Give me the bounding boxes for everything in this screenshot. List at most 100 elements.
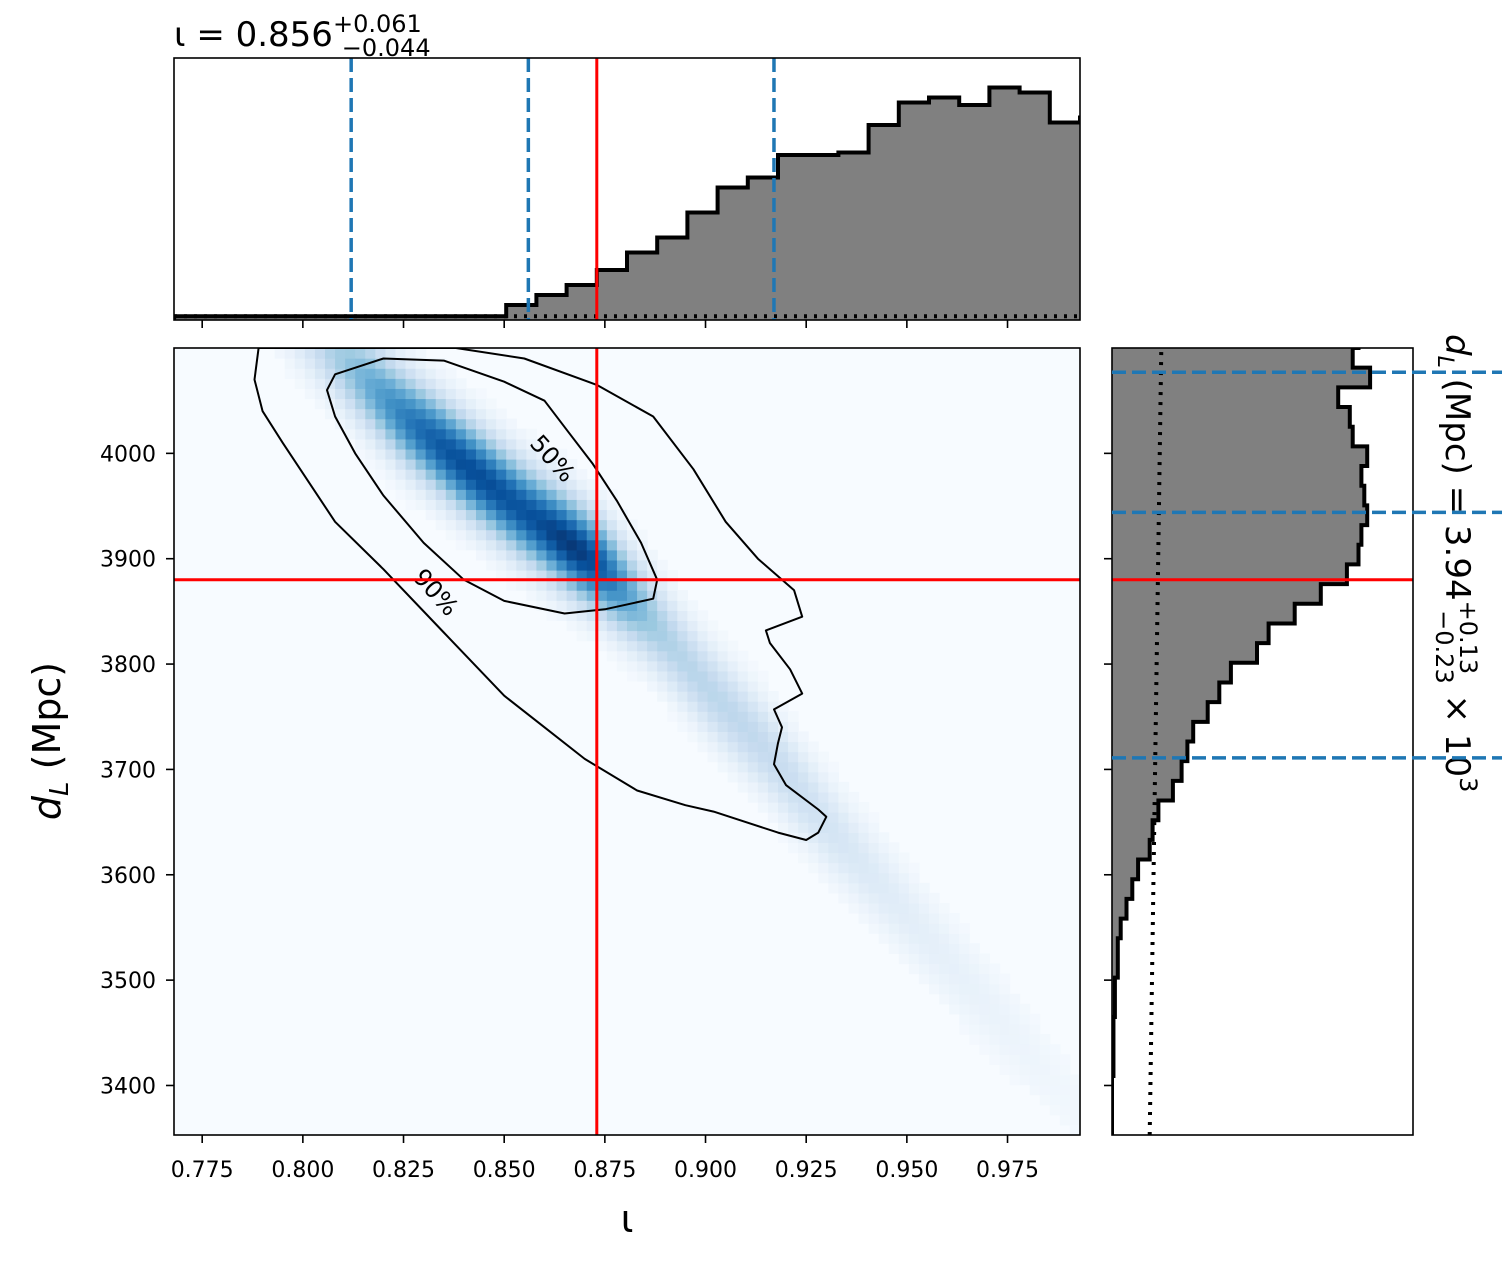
density-cell	[556, 489, 568, 500]
density-cell	[405, 458, 417, 470]
density-cell	[677, 620, 688, 632]
density-cell	[707, 680, 719, 692]
density-cell	[677, 721, 688, 733]
density-cell	[687, 680, 699, 692]
density-cell	[496, 559, 507, 571]
density-cell	[486, 549, 497, 561]
density-cell	[556, 600, 568, 611]
density-cell	[627, 529, 638, 541]
density-cell	[435, 519, 447, 531]
density-cell	[697, 741, 709, 753]
density-cell	[939, 963, 950, 975]
density-cell	[979, 963, 990, 975]
density-cell	[979, 1044, 990, 1055]
density-cell	[465, 428, 477, 440]
density-cell	[425, 469, 437, 480]
density-cell	[445, 489, 457, 500]
density-cell	[767, 711, 779, 722]
density-cell	[808, 751, 819, 763]
density-cell	[828, 781, 839, 793]
density-cell	[969, 1013, 980, 1025]
density-cell	[999, 1034, 1011, 1045]
density-cell	[848, 842, 860, 854]
density-cell	[888, 933, 900, 944]
density-cell	[616, 549, 628, 561]
density-cell	[1009, 1064, 1021, 1076]
density-cell	[1019, 1013, 1031, 1025]
density-cell	[435, 499, 447, 511]
density-cell	[526, 489, 537, 500]
density-cell	[778, 731, 789, 743]
density-cell	[888, 913, 900, 924]
density-cell	[1019, 1044, 1031, 1055]
density-cell	[476, 398, 487, 410]
density-cell	[476, 418, 487, 430]
density-cell	[606, 499, 618, 511]
density-cell	[486, 539, 497, 551]
density-cell	[325, 358, 336, 369]
density-cell	[425, 388, 437, 400]
density-cell	[395, 398, 407, 410]
density-cell	[627, 620, 638, 632]
density-cell	[395, 368, 407, 379]
density-cell	[1029, 1034, 1041, 1045]
density-cell	[939, 902, 950, 914]
density-cell	[586, 529, 598, 541]
density-cell	[335, 418, 346, 430]
density-cell	[677, 590, 688, 601]
density-cell	[888, 852, 900, 864]
density-cell	[1039, 1034, 1051, 1045]
density-cell	[496, 569, 507, 581]
density-cell	[898, 882, 910, 894]
density-cell	[536, 438, 548, 450]
density-cell	[989, 1003, 1001, 1015]
density-cell	[395, 348, 407, 359]
density-cell	[395, 388, 407, 400]
density-cell	[1049, 1084, 1061, 1096]
density-cell	[627, 640, 638, 652]
density-cell	[586, 489, 598, 500]
density-cell	[949, 973, 960, 985]
density-cell	[838, 842, 850, 854]
density-cell	[778, 771, 789, 783]
density-cell	[435, 378, 447, 389]
density-cell	[405, 428, 417, 440]
density-cell	[647, 640, 658, 652]
density-cell	[556, 469, 568, 480]
density-cell	[949, 983, 960, 995]
density-cell	[506, 438, 517, 450]
density-cell	[1059, 1074, 1071, 1086]
density-cell	[687, 701, 699, 712]
density-cell	[818, 842, 829, 854]
density-cell	[778, 751, 789, 763]
density-cell	[898, 902, 910, 914]
density-cell	[737, 761, 749, 773]
density-cell	[596, 600, 608, 611]
density-cell	[848, 852, 860, 864]
density-cell	[425, 368, 437, 379]
density-cell	[868, 872, 880, 884]
density-cell	[355, 398, 366, 410]
density-cell	[616, 519, 628, 531]
density-cell	[536, 499, 548, 511]
density-cell	[737, 691, 749, 702]
density-cell	[546, 519, 558, 531]
density-cell	[627, 610, 638, 622]
density-cell	[908, 882, 920, 894]
density-cell	[405, 448, 417, 460]
density-cell	[989, 1044, 1001, 1055]
density-cell	[425, 448, 437, 460]
density-cell	[687, 600, 699, 611]
density-cell	[385, 378, 397, 389]
density-cell	[335, 378, 346, 389]
density-cell	[828, 882, 839, 894]
density-cell	[788, 761, 799, 773]
density-cell	[737, 781, 749, 793]
density-cell	[476, 529, 487, 541]
density-cell	[888, 872, 900, 884]
density-cell	[476, 519, 487, 531]
density-cell	[596, 519, 608, 531]
dl-marginal-panel: dL (Mpc) = 3.94+0.13−0.23 × 103	[1104, 334, 1482, 1136]
density-cell	[526, 559, 537, 571]
density-cell	[415, 479, 427, 490]
